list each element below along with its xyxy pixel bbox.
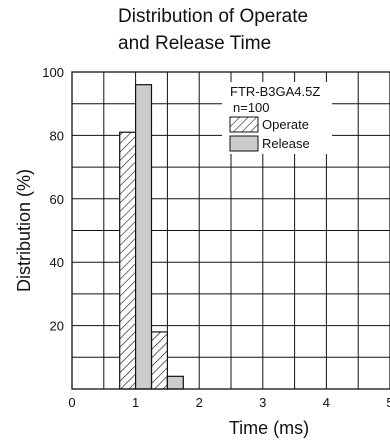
plot-frame	[71, 71, 390, 390]
chart-title-line-1: Distribution of Operate	[118, 6, 309, 27]
y-tick-label: 20	[50, 319, 64, 334]
x-tick-label: 3	[259, 395, 266, 410]
y-axis-title: Distribution (%)	[14, 169, 34, 292]
x-tick-label: 2	[196, 395, 203, 410]
x-tick-label: 0	[68, 395, 75, 410]
bar-operate-0	[119, 131, 137, 390]
chart-title-line-2: and Release Time	[118, 33, 272, 54]
y-tick-label: 40	[50, 255, 64, 270]
legend-label-release: Release	[262, 136, 310, 151]
y-tick-label: 60	[50, 192, 64, 207]
x-tick-label: 4	[323, 395, 330, 410]
legend-swatch-operate	[229, 116, 259, 133]
bar-release-1	[166, 375, 184, 390]
y-tick-label: 100	[42, 65, 64, 80]
y-tick-label: 80	[50, 128, 64, 143]
bar-release-0	[135, 84, 153, 390]
legend: FTR-B3GA4.5Z n=100 Operate Release	[222, 82, 332, 154]
legend-label-operate: Operate	[262, 117, 309, 132]
legend-annotation-count: n=100	[233, 100, 270, 115]
x-axis-title: Time (ms)	[229, 418, 309, 438]
legend-annotation-model: FTR-B3GA4.5Z	[230, 84, 320, 99]
x-tick-label: 1	[132, 395, 139, 410]
legend-swatch-release	[229, 135, 259, 152]
x-tick-label: 5	[386, 395, 390, 410]
bar-operate-1	[150, 331, 168, 390]
